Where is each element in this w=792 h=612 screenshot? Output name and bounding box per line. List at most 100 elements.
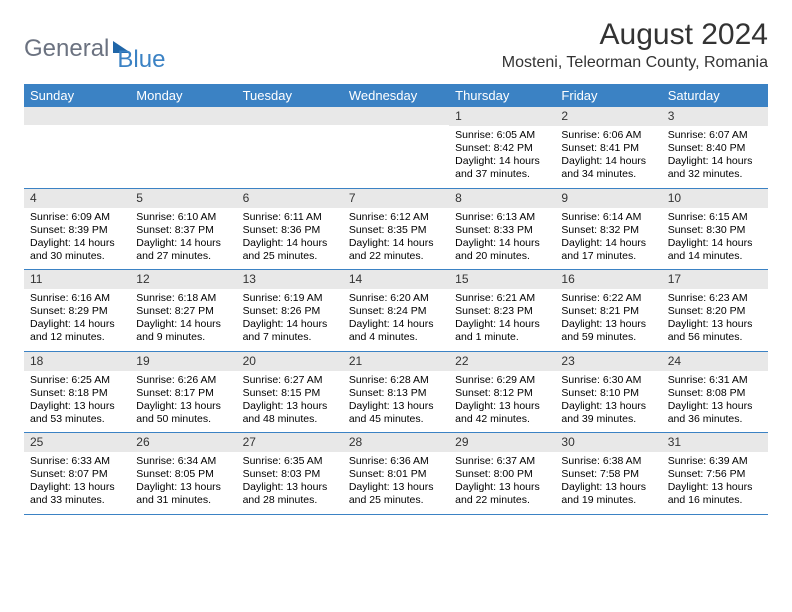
day-header-cell: Monday [130, 84, 236, 107]
calendar-cell: 22Sunrise: 6:29 AMSunset: 8:12 PMDayligh… [449, 352, 555, 433]
day-number: 14 [343, 270, 449, 289]
day-number: 30 [555, 433, 661, 452]
day-number: 1 [449, 107, 555, 126]
day-header-cell: Sunday [24, 84, 130, 107]
calendar-cell: 16Sunrise: 6:22 AMSunset: 8:21 PMDayligh… [555, 270, 661, 351]
sunset-text: Sunset: 8:42 PM [455, 142, 549, 155]
day-number: 31 [662, 433, 768, 452]
sunset-text: Sunset: 8:08 PM [668, 387, 762, 400]
daylight-text: Daylight: 14 hours and 30 minutes. [30, 237, 124, 263]
sunrise-text: Sunrise: 6:14 AM [561, 211, 655, 224]
calendar-week: 25Sunrise: 6:33 AMSunset: 8:07 PMDayligh… [24, 433, 768, 515]
calendar-cell: 10Sunrise: 6:15 AMSunset: 8:30 PMDayligh… [662, 189, 768, 270]
sunrise-text: Sunrise: 6:28 AM [349, 374, 443, 387]
brand-part1: General [24, 35, 109, 63]
sunset-text: Sunset: 8:32 PM [561, 224, 655, 237]
daylight-text: Daylight: 13 hours and 56 minutes. [668, 318, 762, 344]
calendar-cell: 23Sunrise: 6:30 AMSunset: 8:10 PMDayligh… [555, 352, 661, 433]
cell-body: Sunrise: 6:34 AMSunset: 8:05 PMDaylight:… [130, 452, 236, 514]
day-number: 16 [555, 270, 661, 289]
calendar-cell: 1Sunrise: 6:05 AMSunset: 8:42 PMDaylight… [449, 107, 555, 188]
cell-body: Sunrise: 6:20 AMSunset: 8:24 PMDaylight:… [343, 289, 449, 351]
sunrise-text: Sunrise: 6:21 AM [455, 292, 549, 305]
day-number: 21 [343, 352, 449, 371]
calendar-cell: 2Sunrise: 6:06 AMSunset: 8:41 PMDaylight… [555, 107, 661, 188]
day-number: 22 [449, 352, 555, 371]
cell-body: Sunrise: 6:21 AMSunset: 8:23 PMDaylight:… [449, 289, 555, 351]
calendar-cell [24, 107, 130, 188]
calendar-cell: 24Sunrise: 6:31 AMSunset: 8:08 PMDayligh… [662, 352, 768, 433]
sunset-text: Sunset: 8:20 PM [668, 305, 762, 318]
daylight-text: Daylight: 14 hours and 32 minutes. [668, 155, 762, 181]
daylight-text: Daylight: 14 hours and 34 minutes. [561, 155, 655, 181]
empty-daynum [343, 107, 449, 125]
day-number: 5 [130, 189, 236, 208]
calendar-cell: 27Sunrise: 6:35 AMSunset: 8:03 PMDayligh… [237, 433, 343, 514]
daylight-text: Daylight: 14 hours and 20 minutes. [455, 237, 549, 263]
sunrise-text: Sunrise: 6:34 AM [136, 455, 230, 468]
cell-body: Sunrise: 6:22 AMSunset: 8:21 PMDaylight:… [555, 289, 661, 351]
sunrise-text: Sunrise: 6:18 AM [136, 292, 230, 305]
calendar-week: 18Sunrise: 6:25 AMSunset: 8:18 PMDayligh… [24, 352, 768, 434]
daylight-text: Daylight: 14 hours and 4 minutes. [349, 318, 443, 344]
cell-body: Sunrise: 6:36 AMSunset: 8:01 PMDaylight:… [343, 452, 449, 514]
empty-daynum [237, 107, 343, 125]
sunset-text: Sunset: 8:36 PM [243, 224, 337, 237]
cell-body: Sunrise: 6:06 AMSunset: 8:41 PMDaylight:… [555, 126, 661, 188]
sunrise-text: Sunrise: 6:29 AM [455, 374, 549, 387]
daylight-text: Daylight: 13 hours and 59 minutes. [561, 318, 655, 344]
day-number: 29 [449, 433, 555, 452]
cell-body: Sunrise: 6:12 AMSunset: 8:35 PMDaylight:… [343, 208, 449, 270]
day-number: 9 [555, 189, 661, 208]
cell-body: Sunrise: 6:23 AMSunset: 8:20 PMDaylight:… [662, 289, 768, 351]
calendar-cell [343, 107, 449, 188]
day-header-cell: Saturday [662, 84, 768, 107]
sunrise-text: Sunrise: 6:36 AM [349, 455, 443, 468]
sunset-text: Sunset: 8:18 PM [30, 387, 124, 400]
sunset-text: Sunset: 8:07 PM [30, 468, 124, 481]
day-number: 7 [343, 189, 449, 208]
day-number: 26 [130, 433, 236, 452]
sunrise-text: Sunrise: 6:25 AM [30, 374, 124, 387]
sunset-text: Sunset: 8:13 PM [349, 387, 443, 400]
cell-body: Sunrise: 6:28 AMSunset: 8:13 PMDaylight:… [343, 371, 449, 433]
cell-body: Sunrise: 6:29 AMSunset: 8:12 PMDaylight:… [449, 371, 555, 433]
day-number: 6 [237, 189, 343, 208]
day-header-cell: Thursday [449, 84, 555, 107]
cell-body: Sunrise: 6:37 AMSunset: 8:00 PMDaylight:… [449, 452, 555, 514]
calendar-cell: 12Sunrise: 6:18 AMSunset: 8:27 PMDayligh… [130, 270, 236, 351]
sunrise-text: Sunrise: 6:35 AM [243, 455, 337, 468]
sunrise-text: Sunrise: 6:07 AM [668, 129, 762, 142]
day-number: 17 [662, 270, 768, 289]
day-header-cell: Friday [555, 84, 661, 107]
sunset-text: Sunset: 8:10 PM [561, 387, 655, 400]
sunset-text: Sunset: 8:15 PM [243, 387, 337, 400]
calendar-cell: 21Sunrise: 6:28 AMSunset: 8:13 PMDayligh… [343, 352, 449, 433]
calendar-cell [130, 107, 236, 188]
sunrise-text: Sunrise: 6:19 AM [243, 292, 337, 305]
cell-body: Sunrise: 6:18 AMSunset: 8:27 PMDaylight:… [130, 289, 236, 351]
sunset-text: Sunset: 8:05 PM [136, 468, 230, 481]
cell-body: Sunrise: 6:27 AMSunset: 8:15 PMDaylight:… [237, 371, 343, 433]
sunset-text: Sunset: 8:39 PM [30, 224, 124, 237]
sunset-text: Sunset: 8:12 PM [455, 387, 549, 400]
daylight-text: Daylight: 13 hours and 31 minutes. [136, 481, 230, 507]
day-header-cell: Tuesday [237, 84, 343, 107]
sunset-text: Sunset: 8:03 PM [243, 468, 337, 481]
daylight-text: Daylight: 13 hours and 50 minutes. [136, 400, 230, 426]
sunrise-text: Sunrise: 6:12 AM [349, 211, 443, 224]
calendar-cell: 7Sunrise: 6:12 AMSunset: 8:35 PMDaylight… [343, 189, 449, 270]
cell-body: Sunrise: 6:15 AMSunset: 8:30 PMDaylight:… [662, 208, 768, 270]
sunrise-text: Sunrise: 6:16 AM [30, 292, 124, 305]
sunset-text: Sunset: 8:24 PM [349, 305, 443, 318]
brand-logo: General Blue [24, 24, 165, 74]
title-block: August 2024 Mosteni, Teleorman County, R… [502, 18, 768, 72]
day-number: 15 [449, 270, 555, 289]
weeks-container: 1Sunrise: 6:05 AMSunset: 8:42 PMDaylight… [24, 107, 768, 515]
cell-body: Sunrise: 6:33 AMSunset: 8:07 PMDaylight:… [24, 452, 130, 514]
day-number: 11 [24, 270, 130, 289]
sunrise-text: Sunrise: 6:31 AM [668, 374, 762, 387]
cell-body: Sunrise: 6:11 AMSunset: 8:36 PMDaylight:… [237, 208, 343, 270]
sunrise-text: Sunrise: 6:06 AM [561, 129, 655, 142]
sunset-text: Sunset: 8:33 PM [455, 224, 549, 237]
